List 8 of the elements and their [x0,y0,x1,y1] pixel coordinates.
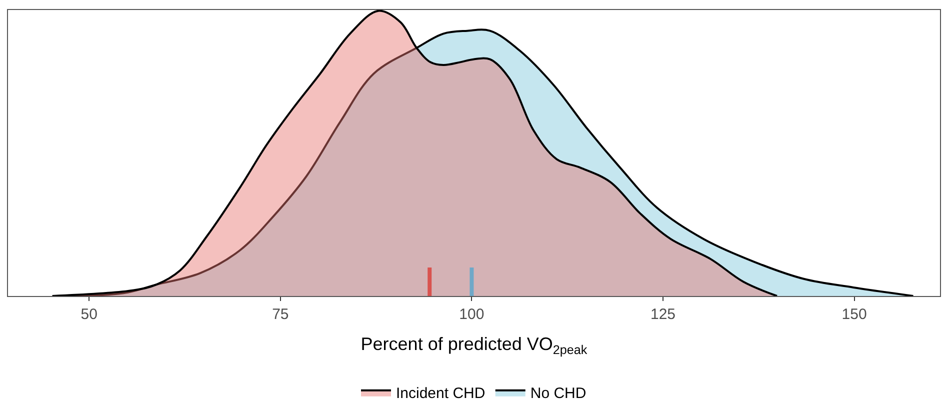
x-tick-label: 125 [650,306,676,323]
x-tick-label: 150 [842,306,867,323]
x-tick-label: 75 [272,306,289,323]
x-tick-label: 100 [459,306,484,323]
legend-label: No CHD [530,385,586,402]
legend-label: Incident CHD [396,385,486,402]
x-axis-title: Percent of predicted VO$_{2peak}$ [360,334,588,357]
x-tick-label: 50 [80,306,98,323]
